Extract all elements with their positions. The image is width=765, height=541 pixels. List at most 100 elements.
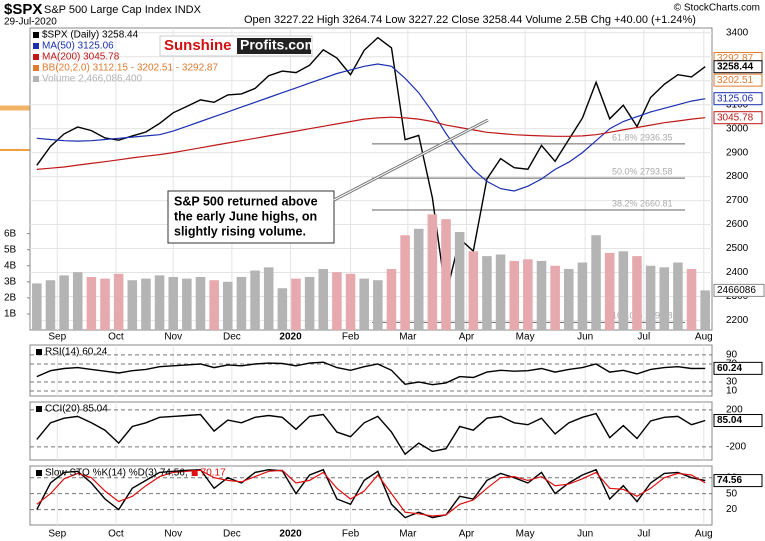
volume-bar: [318, 268, 329, 330]
volume-bar: [45, 280, 56, 330]
volume-bar: [182, 278, 192, 330]
volume-bar: [441, 219, 451, 330]
legend-swatch: [33, 32, 39, 38]
legend-label: MA(200) 3045.78: [42, 52, 120, 63]
volume-bar: [577, 262, 588, 330]
x-tick-label: Mar: [399, 529, 417, 540]
value-box-label: 74.56: [717, 475, 742, 486]
legend-label: 70.17: [201, 468, 226, 479]
legend-label: Volume 2,466,086,400: [42, 74, 143, 85]
x-tick-label: Aug: [695, 332, 713, 343]
volume-bar: [209, 280, 219, 330]
callout-text: S&P 500 returned above: [174, 194, 318, 208]
volume-bar: [113, 273, 124, 330]
logo-text: Sunshine: [164, 37, 232, 54]
legend-swatch: [33, 54, 39, 60]
x-tick-label: 2020: [279, 529, 302, 540]
y-tick-label: -200: [726, 441, 746, 452]
y2-tick-label: 5B: [4, 244, 17, 255]
volume-bar: [291, 278, 301, 330]
symbol: $SPX: [4, 1, 42, 18]
volume-bar: [523, 259, 533, 330]
volume-bar: [645, 265, 656, 330]
quote: Open 3227.22 High 3264.74 Low 3227.22 Cl…: [244, 14, 696, 26]
volume-bar: [345, 273, 356, 330]
legend-label: BB(20,2.0) 3112.15 - 3202.51 - 3292.87: [42, 63, 218, 74]
volume-bar: [400, 235, 410, 330]
y-tick-label: 2800: [726, 171, 749, 182]
volume-bar: [32, 283, 42, 330]
series-line: [36, 468, 706, 519]
x-tick-label: Apr: [459, 529, 475, 540]
y-tick-label: 3400: [726, 27, 749, 38]
fib-label: 38.2% 2660.81: [612, 198, 673, 208]
volume-bar: [72, 272, 83, 330]
volume-bar: [386, 268, 397, 330]
y2-tick-label: 2B: [4, 293, 17, 304]
date: 29-Jul-2020: [4, 17, 57, 28]
y2-tick-label: 4B: [4, 260, 17, 271]
value-box-label: 3202.51: [717, 75, 754, 86]
logo-text: Profits.com: [240, 37, 317, 53]
y-tick-label: 90: [726, 350, 738, 361]
series-line: [36, 63, 706, 192]
y-tick-label: 20: [726, 504, 738, 515]
volume-bar: [673, 262, 683, 330]
x-tick-label: Sep: [48, 529, 66, 540]
volume-bar: [100, 278, 110, 330]
logo-bg: [237, 38, 311, 54]
volume-bar: [618, 251, 629, 330]
x-tick-label: Feb: [342, 529, 360, 540]
y-tick-label: 200: [726, 405, 743, 416]
legend-swatch: [33, 43, 39, 49]
panel-frame: [29, 401, 713, 461]
volume-bar: [195, 276, 206, 330]
series-line: [36, 361, 706, 386]
value-box-label: 60.24: [717, 363, 742, 374]
x-tick-label: 2020: [279, 332, 302, 343]
index-name: S&P 500 Large Cap Index INDX: [44, 4, 202, 16]
legend-swatch: [33, 76, 39, 82]
x-tick-label: Jun: [577, 529, 593, 540]
value-box-label: 3045.78: [717, 112, 754, 123]
watermark: © StockCharts.com: [674, 3, 760, 14]
volume-bar: [250, 270, 260, 330]
volume-bar: [454, 232, 465, 330]
callout-text: slightly rising volume.: [174, 224, 306, 238]
volume-bar: [59, 275, 69, 330]
x-tick-label: Nov: [164, 332, 182, 343]
volume-bar: [632, 256, 642, 330]
callout-text: the early June highs, on: [174, 209, 317, 223]
legend-swatch: [36, 349, 42, 355]
y-tick-label: 2400: [726, 267, 749, 278]
legend-label: Slow STO %K(14) %D(3) 74.56,: [45, 468, 188, 479]
value-box-label: 85.04: [717, 415, 742, 426]
y-tick-label: 2900: [726, 147, 749, 158]
value-box-label: 3125.06: [717, 93, 754, 104]
volume-bar: [332, 272, 342, 330]
volume-bar: [427, 214, 438, 330]
y-tick-label: 2700: [726, 195, 749, 206]
x-tick-label: Aug: [695, 529, 713, 540]
volume-bar: [359, 278, 369, 330]
value-box: [713, 414, 763, 428]
volume-bar: [154, 275, 165, 330]
volume-bar: [86, 276, 97, 330]
value-box-label: 3292.87: [717, 53, 754, 64]
y2-tick-label: 6B: [4, 228, 17, 239]
x-tick-label: Jun: [577, 332, 593, 343]
volume-bar: [304, 276, 315, 330]
x-tick-label: Jul: [637, 529, 650, 540]
callout-box: [167, 190, 335, 244]
value-box: [713, 283, 765, 297]
panel-frame: [29, 344, 713, 397]
volume-bar: [604, 252, 615, 330]
volume-bar: [468, 251, 479, 330]
volume-bar: [413, 228, 424, 330]
series-line: [36, 469, 706, 517]
x-tick-label: Nov: [164, 529, 182, 540]
value-box: [713, 60, 763, 74]
legend-label: CCI(20) 85.04: [45, 404, 108, 415]
